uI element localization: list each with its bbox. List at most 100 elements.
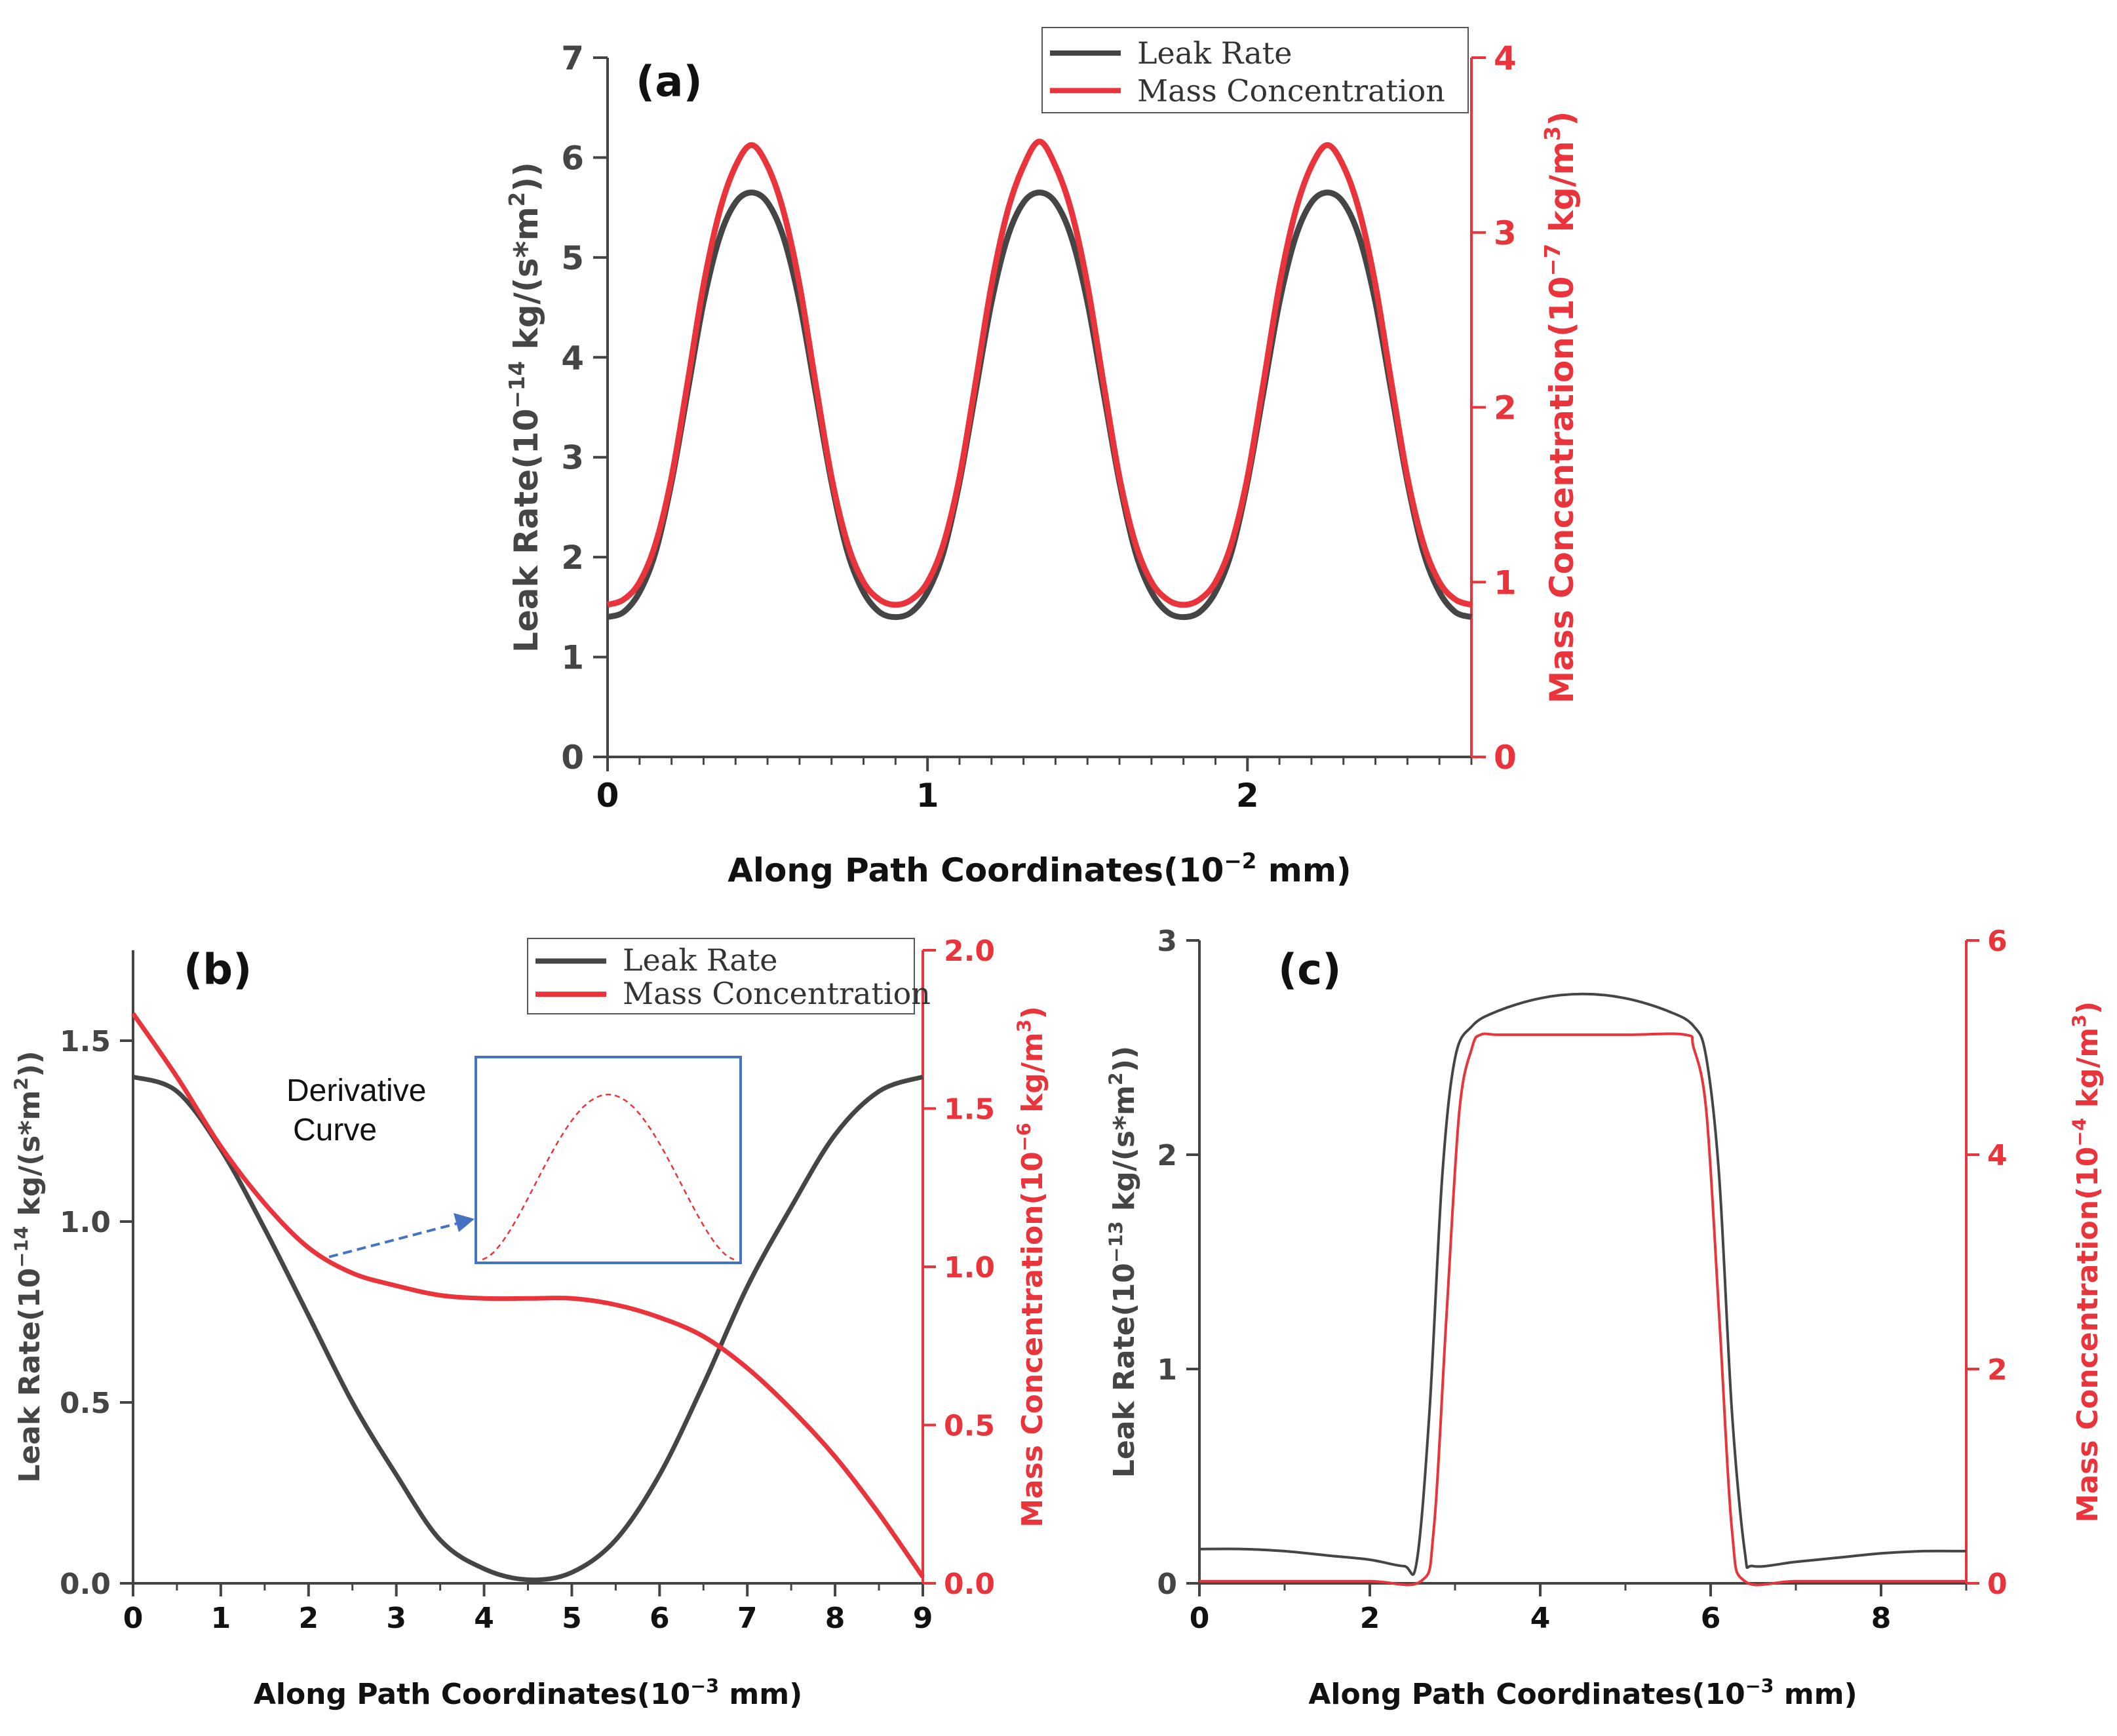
right-y-tick-label: 2.0 (944, 935, 995, 968)
right-y-tick-label: 3 (1494, 214, 1517, 252)
x-tick-label: 1 (916, 777, 939, 815)
panel-b: 0 1 2 3 4 5 6 7 8 9 0.0 0.5 1.0 1.5 0.0 0.5 1.0 1.5 2.0 Alo… (10, 935, 1049, 1711)
right-y-axis-label-exponent: −6 (1013, 1123, 1035, 1151)
right-y-axis-label: Mass Concentration(10−4 kg/m3) (2068, 1001, 2105, 1523)
series-line-mass-concentration (1199, 1032, 1966, 1587)
x-tick-label: 0 (596, 777, 619, 815)
x-axis-label-tail: mm) (1256, 851, 1351, 889)
right-y-tick-label: 2 (1987, 1353, 2008, 1387)
x-tick-label: 2 (1236, 777, 1259, 815)
right-y-axis-label-tail: ) (2071, 1001, 2105, 1014)
right-y-tick-label: 1.0 (944, 1251, 995, 1284)
left-y-tick-label: 7 (561, 39, 584, 77)
annotation-text: Curve (293, 1113, 377, 1148)
x-axis-label: Along Path Coordinates(10−3 mm) (1308, 1674, 1857, 1711)
x-axis-label: Along Path Coordinates(10−2 mm) (728, 849, 1351, 889)
legend-box (1041, 27, 1469, 113)
left-y-axis-label-unit: kg/(s*m (1108, 1085, 1141, 1221)
series-line-leak-rate (132, 1074, 924, 1583)
left-y-axis-label-exponent2: 2 (505, 192, 530, 207)
annotation-arrow-head (454, 1213, 475, 1232)
x-tick-label: 8 (825, 1602, 845, 1635)
annotation-arrow-line (328, 1221, 463, 1258)
left-y-axis-label: Leak Rate(10−14 kg/(s*m2)) (10, 1051, 47, 1482)
x-axis-label-exponent: −2 (1224, 849, 1256, 874)
x-axis-label-main: Along Path Coordinates(10 (1308, 1678, 1745, 1711)
left-y-tick-label: 3 (561, 439, 584, 477)
x-tick-label: 6 (1701, 1602, 1721, 1635)
right-y-axis-label-main: Mass Concentration(10 (1543, 277, 1581, 704)
x-tick-label: 3 (386, 1602, 406, 1635)
left-y-axis-label: Leak Rate(10−13 kg/(s*m2)) (1104, 1046, 1141, 1478)
right-y-axis-label: Mass Concentration(10−6 kg/m3) (1013, 1006, 1049, 1528)
derivative-curve (482, 1093, 735, 1261)
left-y-axis-label-main: Leak Rate(10 (1108, 1263, 1141, 1478)
series-line-leak-rate (606, 189, 1473, 621)
left-y-tick-label: 1.5 (60, 1025, 111, 1058)
right-y-axis-label-unit: kg/m (1016, 1032, 1049, 1123)
panel-label: (c) (1278, 946, 1341, 994)
x-tick-label: 8 (1871, 1602, 1892, 1635)
series-line-mass-concentration (131, 1012, 925, 1579)
right-y-axis-label-exponent2: 3 (2068, 1014, 2090, 1028)
panel-a: 0 1 2 0 1 2 3 4 5 6 7 0 1 2 3 4 Along Path Coordinates(1… (505, 27, 1581, 889)
legend-label: Leak Rate (1137, 35, 1292, 71)
left-y-axis-label-exponent: −13 (1104, 1221, 1127, 1263)
left-y-tick-label: 0 (561, 739, 584, 777)
x-tick-label: 4 (1530, 1602, 1551, 1635)
right-y-axis-label-exponent: −7 (1540, 244, 1565, 277)
right-y-axis-label: Mass Concentration(10−7 kg/m3) (1540, 111, 1581, 703)
left-y-tick-label: 2 (561, 539, 584, 577)
right-y-tick-label: 6 (1987, 925, 2008, 958)
x-tick-label: 7 (737, 1602, 758, 1635)
right-y-tick-label: 2 (1494, 389, 1517, 427)
right-y-tick-label: 0 (1494, 739, 1517, 777)
left-y-tick-label: 1.0 (60, 1206, 111, 1239)
left-y-tick-label: 0.5 (60, 1387, 111, 1420)
left-y-tick-label: 3 (1157, 925, 1177, 958)
x-tick-label: 2 (1360, 1602, 1380, 1635)
right-y-tick-label: 0.0 (944, 1568, 995, 1601)
right-y-tick-label: 0.5 (944, 1409, 995, 1442)
x-axis-label-exponent: −3 (1745, 1674, 1774, 1697)
right-y-axis-label-tail: ) (1016, 1006, 1049, 1019)
x-tick-label: 1 (211, 1602, 231, 1635)
left-y-axis-label-tail: )) (13, 1051, 47, 1077)
series-line-leak-rate (1199, 992, 1967, 1576)
x-tick-label: 2 (298, 1602, 319, 1635)
right-y-axis-label-tail: ) (1543, 111, 1581, 126)
panel-label: (a) (636, 58, 703, 106)
x-tick-label: 4 (474, 1602, 494, 1635)
x-tick-label: 9 (913, 1602, 933, 1635)
left-y-axis-label-exponent2: 2 (10, 1077, 32, 1090)
left-y-axis-label-main: Leak Rate(10 (507, 408, 545, 653)
right-y-tick-label: 1 (1494, 564, 1517, 602)
x-axis-label: Along Path Coordinates(10−3 mm) (254, 1674, 802, 1711)
left-y-axis-label-exponent: −14 (10, 1226, 32, 1268)
right-y-axis-label-main: Mass Concentration(10 (1016, 1151, 1049, 1528)
right-y-axis-label-main: Mass Concentration(10 (2071, 1147, 2105, 1523)
left-y-tick-label: 4 (561, 339, 584, 377)
right-y-tick-label: 4 (1987, 1139, 2008, 1172)
panel-label: (b) (184, 946, 252, 994)
left-y-tick-label: 2 (1157, 1139, 1177, 1172)
left-y-axis-label: Leak Rate(10−14 kg/(s*m2)) (505, 162, 545, 653)
series-line-mass-concentration (606, 138, 1473, 608)
legend-label: Mass Concentration (623, 976, 931, 1011)
left-y-tick-label: 0 (1157, 1568, 1177, 1601)
left-y-tick-label: 1 (561, 639, 584, 677)
x-axis-label-tail: mm) (1774, 1678, 1857, 1711)
x-axis-label-exponent: −3 (690, 1674, 719, 1697)
left-y-tick-label: 1 (1157, 1353, 1177, 1387)
left-y-axis-label-tail: )) (507, 162, 545, 192)
left-y-axis-label-unit: kg/(s*m (507, 206, 545, 361)
x-axis-label-main: Along Path Coordinates(10 (254, 1678, 690, 1711)
x-tick-label: 5 (562, 1602, 582, 1635)
right-y-tick-label: 4 (1494, 39, 1517, 77)
left-y-axis-label-unit: kg/(s*m (13, 1090, 47, 1226)
legend-label: Leak Rate (623, 942, 778, 978)
right-y-tick-label: 1.5 (944, 1092, 995, 1126)
x-axis-label-main: Along Path Coordinates(10 (728, 851, 1224, 889)
x-tick-label: 6 (650, 1602, 670, 1635)
